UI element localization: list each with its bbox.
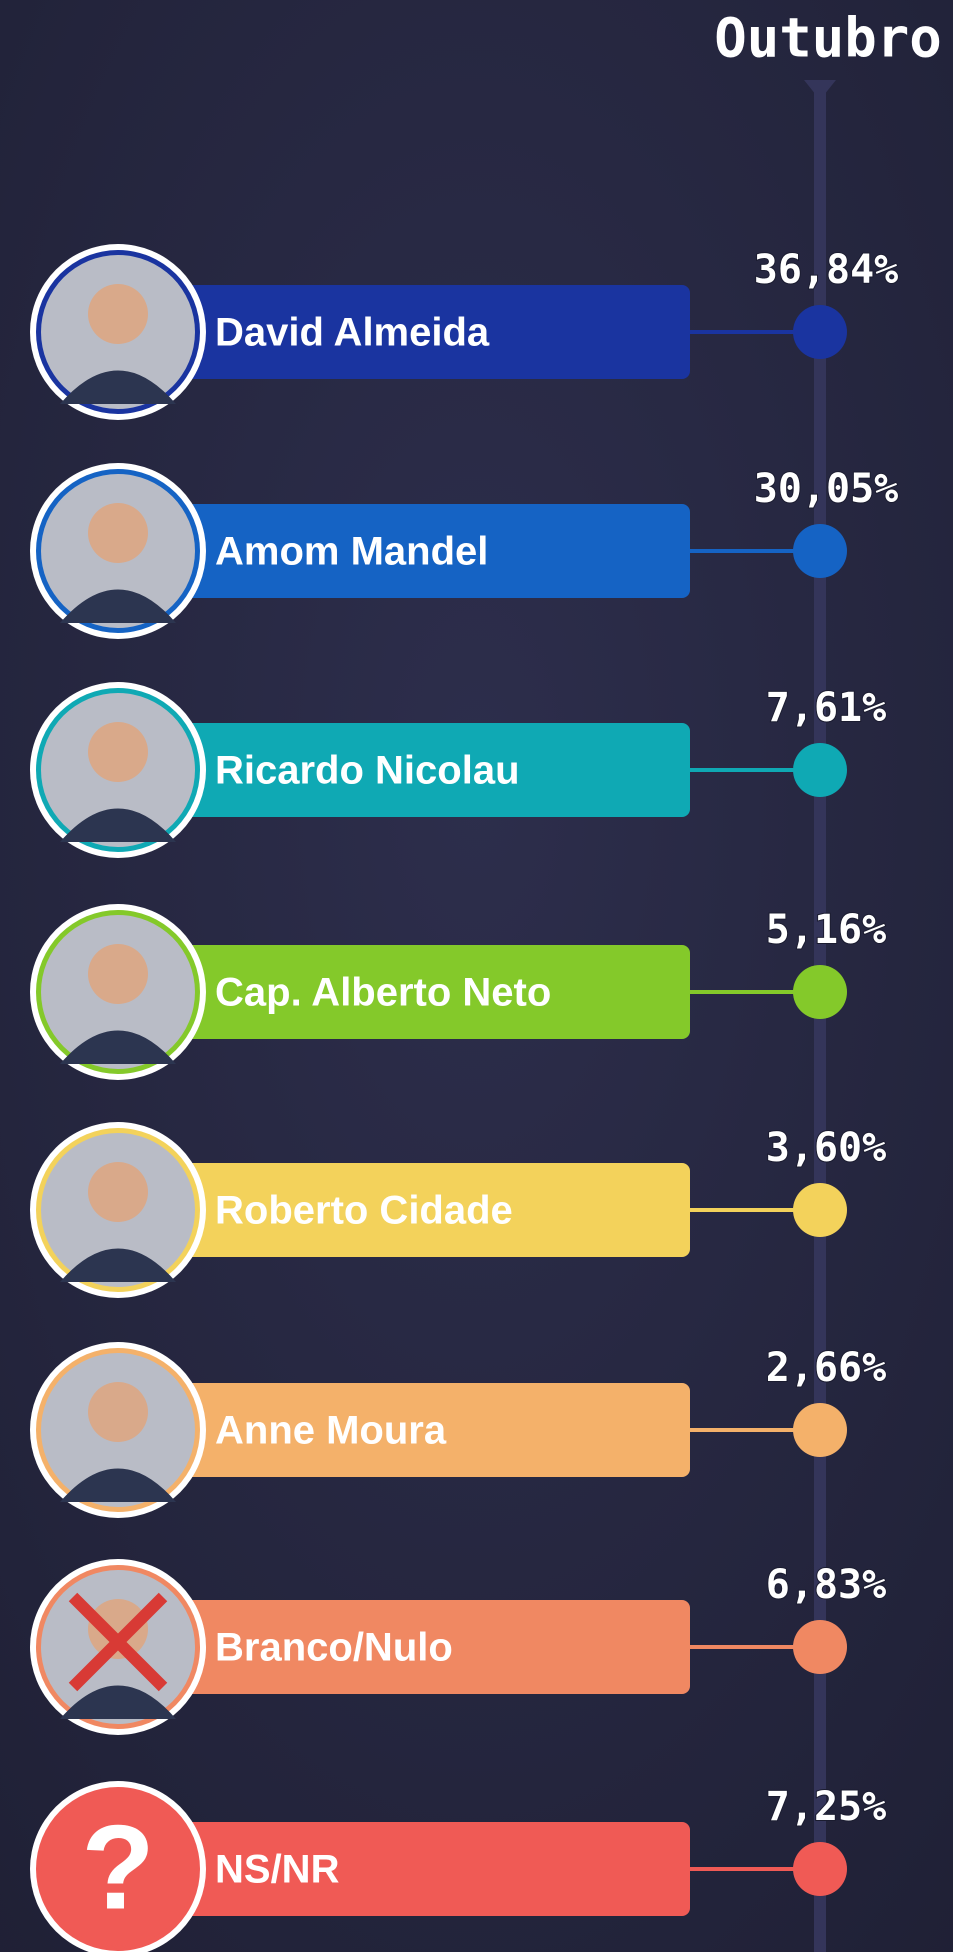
name-bar — [170, 1600, 690, 1694]
candidate-name: Amom Mandel — [215, 530, 488, 574]
result-dot — [793, 1403, 847, 1457]
result-percent: 2,66% — [766, 1345, 886, 1391]
avatar-x — [68, 1592, 168, 1692]
avatar-head — [88, 503, 148, 563]
avatar-body — [60, 1030, 176, 1064]
result-dot — [793, 1842, 847, 1896]
result-percent: 36,84% — [754, 247, 899, 293]
avatar-head — [88, 722, 148, 782]
avatar-head — [88, 1599, 148, 1659]
candidate-name: Branco/Nulo — [215, 1626, 453, 1670]
candidate-name: Cap. Alberto Neto — [215, 971, 551, 1015]
name-bar — [170, 945, 690, 1039]
name-bar — [170, 1163, 690, 1257]
candidate-name: Roberto Cidade — [215, 1189, 513, 1233]
result-percent: 7,25% — [766, 1784, 886, 1830]
name-bar — [170, 285, 690, 379]
candidate-row: Branco/Nulo 6,83% — [30, 1559, 887, 1735]
result-percent: 3,60% — [766, 1125, 886, 1171]
result-percent: 7,61% — [766, 685, 886, 731]
name-bar — [170, 504, 690, 598]
result-dot — [793, 1620, 847, 1674]
result-dot — [793, 1183, 847, 1237]
result-dot — [793, 965, 847, 1019]
candidate-row: Amom Mandel 30,05% — [30, 463, 899, 639]
candidate-row: Anne Moura 2,66% — [30, 1342, 887, 1518]
name-bar — [170, 1383, 690, 1477]
result-percent: 5,16% — [766, 907, 886, 953]
result-dot — [793, 305, 847, 359]
avatar-head — [88, 944, 148, 1004]
candidate-row: David Almeida 36,84% — [30, 244, 899, 420]
candidate-row: Roberto Cidade 3,60% — [30, 1122, 887, 1298]
name-bar — [170, 1822, 690, 1916]
avatar-body — [60, 1468, 176, 1502]
avatar-head — [88, 1162, 148, 1222]
avatar — [41, 1792, 195, 1946]
candidate-row: Ricardo Nicolau 7,61% — [30, 682, 887, 858]
avatar-body — [60, 808, 176, 842]
result-percent: 30,05% — [754, 466, 899, 512]
result-dot — [793, 524, 847, 578]
timeline-arrow — [804, 80, 836, 100]
avatar-head — [88, 284, 148, 344]
name-bar — [170, 723, 690, 817]
avatar-body — [60, 370, 176, 404]
candidate-row: Cap. Alberto Neto 5,16% — [30, 904, 887, 1080]
candidate-name: David Almeida — [215, 311, 490, 355]
result-dot — [793, 743, 847, 797]
month-title: Outubro — [714, 7, 942, 70]
avatar-body — [60, 589, 176, 623]
avatar-body — [60, 1685, 176, 1719]
candidate-row: ? NS/NR 7,25% — [30, 1781, 887, 1952]
candidate-name: Ricardo Nicolau — [215, 749, 520, 793]
avatar-icon: ? — [81, 1801, 154, 1935]
avatar-body — [60, 1248, 176, 1282]
result-percent: 6,83% — [766, 1562, 886, 1608]
avatar-head — [88, 1382, 148, 1442]
candidate-name: NS/NR — [215, 1848, 340, 1892]
candidate-name: Anne Moura — [215, 1409, 447, 1453]
